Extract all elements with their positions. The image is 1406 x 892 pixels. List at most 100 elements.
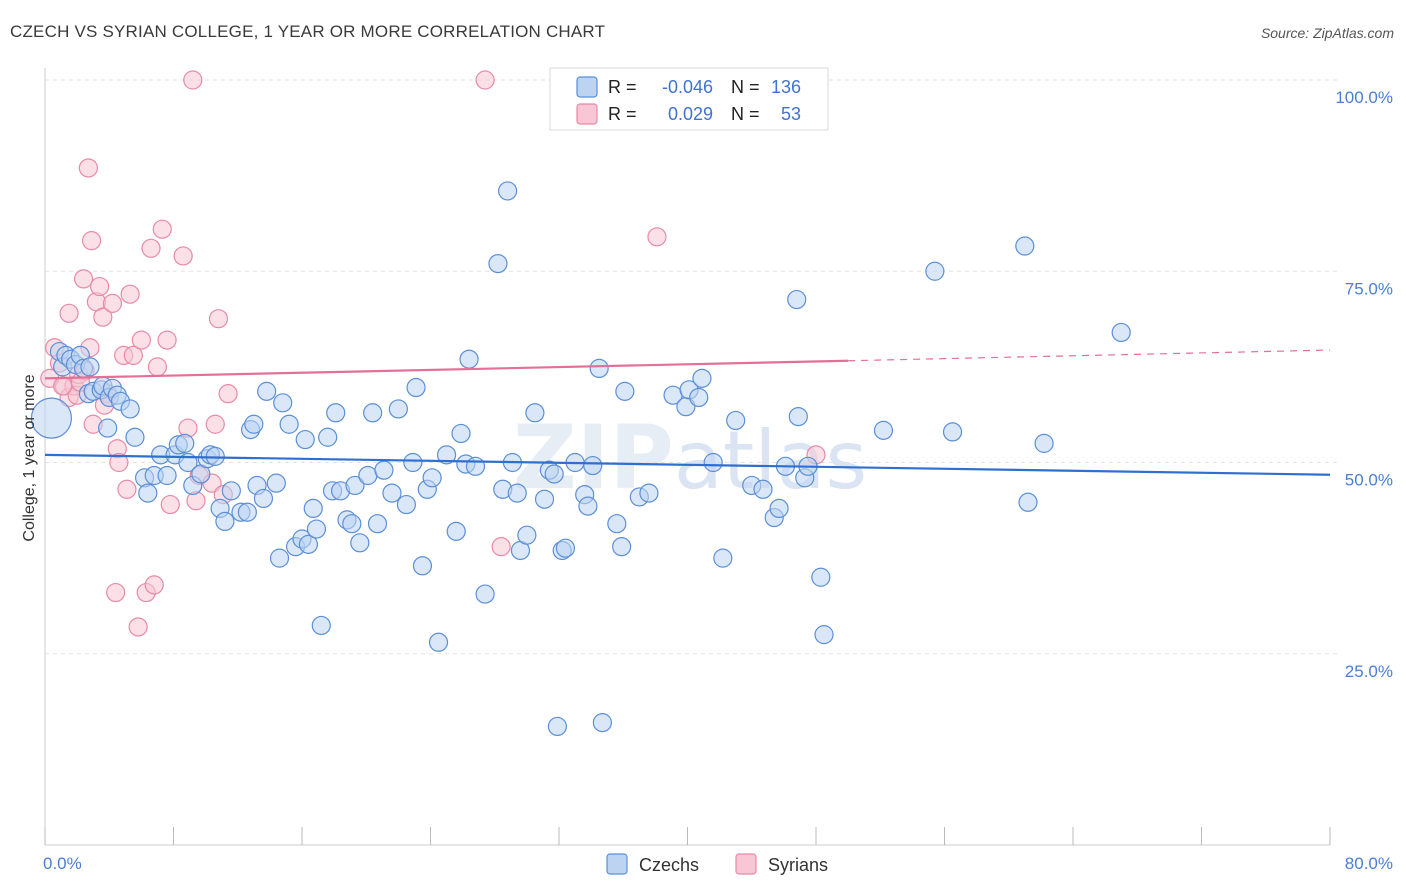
- czech-point: [873, 420, 894, 440]
- czech-point: [266, 473, 286, 493]
- czech-point: [406, 377, 426, 398]
- syrian-point: [647, 227, 667, 247]
- syrian-point: [117, 479, 137, 499]
- czech-point: [279, 414, 299, 434]
- axes: [44, 68, 1331, 846]
- czech-point: [589, 358, 609, 379]
- czech-point: [753, 479, 773, 499]
- czech-point: [345, 475, 365, 496]
- bottom-legend-czechs: Czechs: [639, 855, 699, 875]
- y-tick-label-50: 50.0%: [1345, 471, 1393, 490]
- czech-point: [555, 538, 576, 558]
- czech-point: [306, 519, 327, 539]
- chart-title: CZECH VS SYRIAN COLLEGE, 1 YEAR OR MORE …: [10, 22, 606, 41]
- czech-point: [451, 423, 471, 444]
- czech-point: [942, 422, 963, 442]
- czech-point: [639, 483, 659, 503]
- czech-point: [388, 399, 408, 419]
- czech-point: [382, 483, 402, 503]
- bottom-legend-syrian-swatch: [735, 853, 757, 875]
- y-tick-label-100: 100.0%: [1335, 88, 1393, 107]
- y-axis-label: College, 1 year or more: [21, 374, 38, 541]
- czech-point: [525, 403, 545, 423]
- czech-point: [459, 349, 479, 369]
- syrian-points: [40, 70, 826, 637]
- czech-point: [436, 445, 457, 465]
- legend-czech-swatch: [576, 76, 598, 98]
- legend-czech-r-label: R =: [608, 77, 637, 97]
- syrian-point: [205, 414, 225, 434]
- czech-point: [703, 452, 723, 473]
- czech-point: [507, 483, 527, 503]
- czech-point: [80, 357, 100, 377]
- czech-point: [517, 525, 537, 545]
- czech-point: [811, 567, 831, 587]
- syrian-point: [173, 246, 193, 266]
- czech-point: [98, 418, 118, 438]
- syrian-point: [157, 330, 177, 350]
- czech-point: [1018, 492, 1038, 512]
- czech-point: [342, 514, 362, 534]
- czech-point: [367, 514, 388, 534]
- legend-syrian-r-label: R =: [608, 104, 637, 124]
- czech-point: [396, 494, 417, 515]
- syrian-point: [78, 158, 98, 178]
- syrian-point: [102, 293, 123, 313]
- legend-syrian-r-value: 0.029: [668, 104, 713, 124]
- syrian-trend-line: [44, 359, 849, 380]
- syrian-point: [147, 357, 168, 377]
- czech-point: [788, 407, 808, 427]
- czech-trend-line: [44, 453, 1331, 476]
- czech-point: [1111, 322, 1131, 343]
- czech-point: [318, 427, 338, 447]
- czech-point: [244, 414, 264, 434]
- czech-point: [498, 181, 518, 201]
- czech-point: [578, 496, 598, 516]
- y-tick-label-75: 75.0%: [1345, 279, 1393, 298]
- czech-point: [547, 716, 567, 737]
- legend-syrian-swatch: [576, 103, 598, 125]
- syrian-point: [160, 494, 180, 515]
- syrian-point: [59, 303, 79, 323]
- czech-point: [544, 464, 564, 484]
- syrian-point: [144, 575, 164, 595]
- czech-point: [237, 502, 257, 522]
- source-label: Source: ZipAtlas.com: [1260, 25, 1394, 41]
- czech-point: [363, 403, 383, 423]
- czech-point: [257, 381, 277, 401]
- czech-point: [583, 455, 603, 476]
- x-tick-label-min: 0.0%: [43, 854, 82, 873]
- czech-point: [488, 254, 508, 274]
- syrian-point: [109, 452, 129, 473]
- legend-syrian-n-value: 53: [781, 104, 801, 124]
- czech-point: [269, 548, 290, 568]
- czech-point: [295, 429, 315, 450]
- czech-point: [692, 368, 712, 388]
- czech-point: [157, 465, 177, 486]
- czech-point: [30, 397, 73, 439]
- syrian-point: [475, 70, 495, 90]
- czech-point: [374, 460, 394, 480]
- czech-point: [689, 387, 709, 408]
- x-tick-label-max: 80.0%: [1345, 854, 1393, 873]
- syrian-point: [141, 238, 161, 258]
- legend-czech-n-label: N =: [731, 77, 760, 97]
- syrian-point: [152, 219, 172, 239]
- bottom-legend-syrians: Syrians: [768, 855, 828, 875]
- czech-point: [769, 498, 789, 518]
- syrian-point: [128, 617, 148, 637]
- czech-point: [403, 452, 423, 473]
- syrian-point: [218, 384, 238, 404]
- czech-point: [607, 514, 627, 534]
- czech-point: [534, 489, 555, 509]
- bottom-legend-czech-swatch: [606, 853, 628, 875]
- legend-czech-n-value: 136: [771, 77, 801, 97]
- syrian-point: [491, 537, 511, 557]
- czech-point: [120, 399, 140, 419]
- czech-point: [350, 533, 370, 553]
- czech-point: [1034, 433, 1054, 453]
- czech-point: [298, 534, 319, 554]
- syrian-point: [73, 269, 94, 289]
- czech-point: [465, 456, 486, 476]
